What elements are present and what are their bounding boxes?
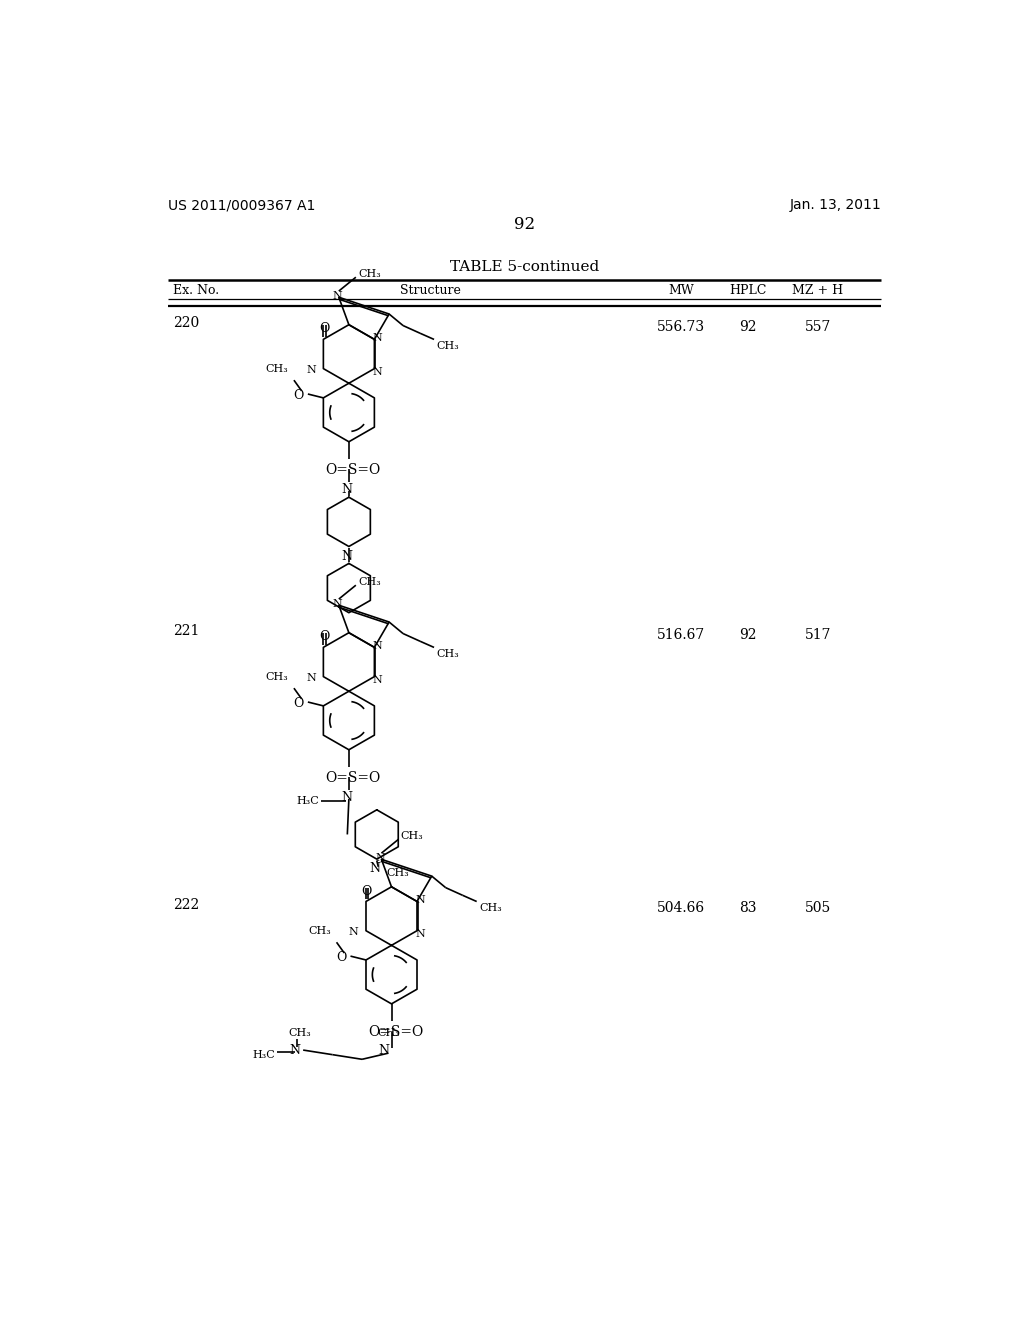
Text: CH₃: CH₃ — [378, 1028, 400, 1038]
Text: Jan. 13, 2011: Jan. 13, 2011 — [790, 198, 882, 213]
Text: O: O — [361, 884, 372, 898]
Text: N: N — [289, 1044, 300, 1056]
Text: N: N — [341, 549, 352, 562]
Text: MZ + H: MZ + H — [793, 284, 844, 297]
Text: CH₃: CH₃ — [265, 364, 288, 375]
Text: 221: 221 — [173, 624, 200, 639]
Text: O: O — [318, 322, 330, 335]
Text: 220: 220 — [173, 317, 200, 330]
Text: MW: MW — [669, 284, 694, 297]
Text: H₃C: H₃C — [297, 796, 319, 807]
Text: CH₃: CH₃ — [400, 832, 424, 841]
Text: CH₃: CH₃ — [358, 577, 381, 587]
Text: O: O — [318, 631, 330, 643]
Text: 92: 92 — [514, 216, 536, 234]
Text: CH₃: CH₃ — [308, 927, 331, 936]
Text: TABLE 5-continued: TABLE 5-continued — [451, 260, 599, 275]
Text: N: N — [373, 640, 382, 651]
Text: O: O — [294, 389, 304, 403]
Text: N: N — [306, 366, 315, 375]
Text: 83: 83 — [739, 902, 757, 916]
Text: 505: 505 — [805, 902, 830, 916]
Text: CH₃: CH₃ — [436, 341, 459, 351]
Text: N: N — [306, 673, 315, 684]
Text: N: N — [349, 927, 358, 937]
Text: H₃C: H₃C — [253, 1049, 275, 1060]
Text: CH₃: CH₃ — [358, 269, 381, 279]
Text: CH₃: CH₃ — [436, 649, 459, 659]
Text: O: O — [294, 697, 304, 710]
Text: HPLC: HPLC — [729, 284, 767, 297]
Text: N: N — [415, 895, 425, 906]
Text: N: N — [378, 1044, 389, 1056]
Text: 92: 92 — [739, 321, 757, 334]
Text: N: N — [341, 483, 352, 496]
Text: N: N — [333, 599, 342, 609]
Text: CH₃: CH₃ — [386, 869, 409, 878]
Text: N: N — [373, 675, 382, 685]
Text: N: N — [333, 290, 342, 301]
Text: N: N — [373, 367, 382, 376]
Text: Ex. No.: Ex. No. — [173, 284, 219, 297]
Text: N: N — [373, 333, 382, 343]
Text: N: N — [341, 792, 352, 804]
Text: O=S=O: O=S=O — [369, 1026, 424, 1039]
Text: CH₃: CH₃ — [479, 903, 502, 913]
Text: 504.66: 504.66 — [657, 902, 706, 916]
Text: 222: 222 — [173, 898, 200, 912]
Text: N: N — [375, 853, 385, 863]
Text: 557: 557 — [805, 321, 830, 334]
Text: Structure: Structure — [399, 284, 461, 297]
Text: US 2011/0009367 A1: US 2011/0009367 A1 — [168, 198, 315, 213]
Text: 517: 517 — [805, 628, 831, 642]
Text: N: N — [415, 929, 425, 939]
Text: N: N — [369, 862, 380, 875]
Text: O: O — [336, 952, 346, 964]
Text: CH₃: CH₃ — [289, 1028, 311, 1038]
Text: 92: 92 — [739, 628, 757, 642]
Text: CH₃: CH₃ — [265, 672, 288, 682]
Text: 516.67: 516.67 — [657, 628, 706, 642]
Text: O=S=O: O=S=O — [326, 463, 381, 478]
Text: 556.73: 556.73 — [657, 321, 706, 334]
Text: O=S=O: O=S=O — [326, 771, 381, 785]
